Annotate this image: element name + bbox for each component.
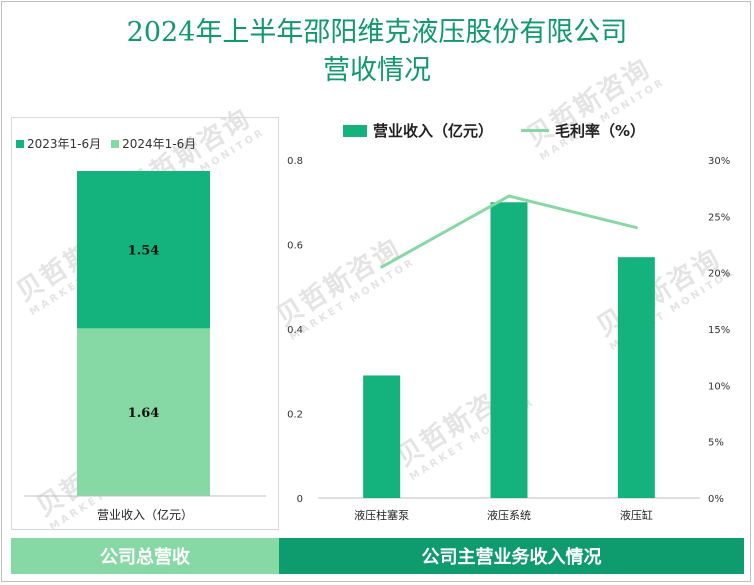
legend-label-2023: 2023年1-6月 [27,137,102,151]
left-chart-panel [11,117,279,530]
y-left-tick-label: 0.8 [287,156,303,167]
margin-point [507,194,511,198]
x-category-label: 液压柱塞泵 [354,508,409,522]
y-left-tick-label: 0.2 [287,410,303,421]
y-right-tick-label: 25% [708,212,730,223]
chart-title-line1: 2024年上半年邵阳维克液压股份有限公司 [126,17,628,48]
revenue-bar [363,375,401,498]
legend-swatch-margin [521,129,550,132]
y-left-tick-label: 0 [297,494,303,505]
x-category-label: 液压系统 [487,508,531,522]
margin-point [634,226,638,230]
legend-swatch-2024 [111,139,120,148]
y-right-tick-label: 0% [708,494,724,505]
x-category-label: 液压缸 [620,508,653,522]
chart-title: 2024年上半年邵阳维克液压股份有限公司 营收情况 [0,14,754,90]
left-legend: 2023年1-6月 2024年1-6月 [16,135,206,152]
y-right-tick-label: 20% [708,269,730,280]
stacked-bar-segment-0 [77,171,210,329]
y-left-tick-label: 0.6 [287,241,303,252]
right-legend: 营业收入（亿元） 毛利率（%） [343,120,673,141]
legend-label-2024: 2024年1-6月 [122,137,197,151]
footer-right-banner: 公司主营业务收入情况 [279,538,744,574]
legend-label-margin: 毛利率（%） [555,122,646,140]
data-label-1: 1.64 [128,406,160,421]
y-right-tick-label: 30% [708,156,730,167]
legend-item-2023: 2023年1-6月 [16,135,101,152]
y-right-tick-label: 5% [708,438,724,449]
y-right-tick-label: 15% [708,325,730,336]
y-right-tick-label: 10% [708,381,730,392]
footer-left-banner: 公司总营收 [11,538,279,574]
stacked-bar-segment-1 [77,328,210,496]
revenue-bar [617,257,655,498]
left-x-category-label: 营业收入（亿元） [97,507,193,522]
legend-swatch-revenue [343,124,367,137]
legend-item-margin: 毛利率（%） [521,120,645,141]
revenue-bar [490,202,528,498]
legend-item-2024: 2024年1-6月 [111,135,196,152]
chart-title-line2: 营收情况 [323,55,431,86]
legend-label-revenue: 营业收入（亿元） [373,122,494,140]
data-label-0: 1.54 [128,244,160,259]
margin-point [380,265,384,269]
legend-item-revenue: 营业收入（亿元） [343,120,493,141]
legend-swatch-2023 [16,139,24,148]
y-left-tick-label: 0.4 [287,325,303,336]
